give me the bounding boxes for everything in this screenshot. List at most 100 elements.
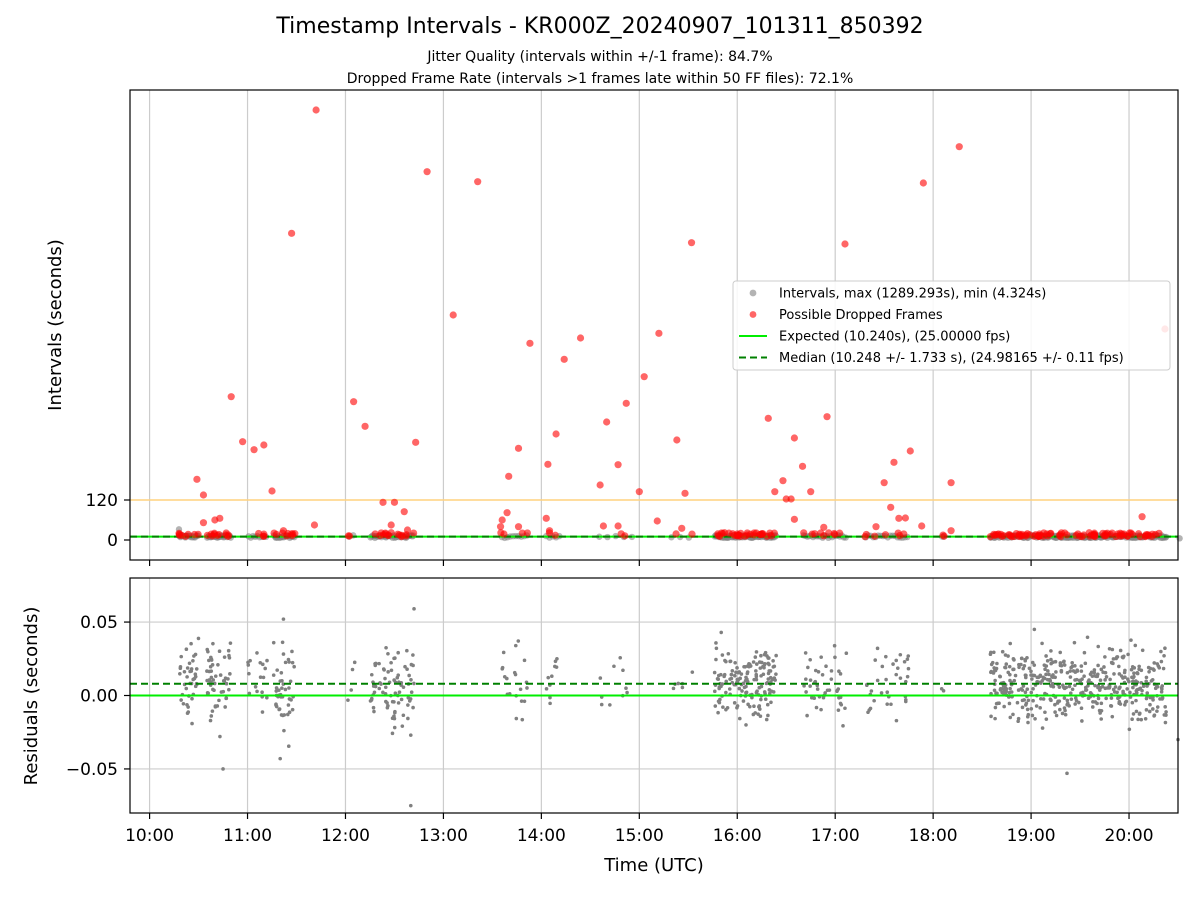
dropped-frame-point — [193, 475, 201, 483]
residual-point — [227, 687, 231, 692]
dropped-frame-point — [1046, 530, 1054, 538]
dropped-frame-point — [1138, 513, 1146, 521]
residual-point — [1088, 672, 1093, 676]
residual-point — [263, 666, 267, 671]
residual-point — [346, 698, 350, 702]
residual-point — [548, 695, 552, 700]
residual-point — [392, 656, 396, 661]
residuals-y-axis-label: Residuals (seconds) — [21, 607, 42, 786]
dropped-frame-point — [387, 529, 395, 537]
residual-point — [182, 669, 187, 674]
residual-point — [287, 710, 292, 715]
residual-point — [501, 650, 506, 655]
residual-point — [989, 714, 993, 719]
residual-point — [752, 704, 756, 709]
residual-point — [386, 651, 390, 656]
dropped-frame-point — [1141, 532, 1150, 540]
residuals-y-ticks: 0.05 0.00 −0.05 — [66, 613, 130, 780]
residual-point — [1022, 698, 1027, 702]
chart-title: Timestamp Intervals - KR000Z_20240907_10… — [276, 14, 924, 39]
residual-point — [998, 674, 1003, 679]
residual-point — [713, 704, 718, 708]
residual-point — [1067, 684, 1072, 689]
residual-point — [396, 650, 400, 655]
dropped-frame-point — [896, 531, 904, 540]
residual-point — [189, 641, 193, 646]
dropped-frame-point — [1155, 529, 1163, 537]
residual-point — [771, 665, 776, 669]
residual-point — [1083, 685, 1088, 690]
residual-point — [1110, 647, 1115, 652]
residual-point — [389, 660, 393, 665]
residual-point — [1139, 717, 1144, 722]
residual-point — [190, 721, 194, 726]
residual-point — [621, 668, 625, 673]
residual-point — [406, 703, 410, 707]
residual-point — [1130, 700, 1135, 705]
residual-point — [721, 705, 725, 709]
residual-point — [624, 686, 628, 691]
dropped-frame-point — [681, 489, 689, 497]
dropped-frame-point — [410, 529, 418, 537]
dropped-frame-point — [798, 462, 807, 470]
dropped-frame-point — [687, 239, 696, 247]
residual-point — [247, 671, 251, 676]
residual-point — [1030, 713, 1035, 718]
residual-point — [226, 677, 230, 681]
residual-point — [407, 673, 411, 678]
residual-point — [1141, 684, 1146, 689]
dropped-frame-point — [390, 498, 399, 506]
residual-point — [396, 673, 401, 677]
residual-point — [350, 667, 355, 672]
residual-point — [406, 716, 410, 721]
residual-point — [279, 670, 284, 675]
residual-point — [385, 705, 390, 710]
residual-point — [261, 675, 266, 680]
residual-point — [1049, 649, 1053, 653]
residual-point — [390, 731, 395, 736]
residual-point — [512, 670, 517, 675]
dropped-frame-point — [808, 530, 816, 538]
residual-point — [178, 671, 182, 676]
time-x-tick-label: 19:00 — [1007, 826, 1056, 846]
residual-point — [553, 664, 557, 669]
residual-point — [1008, 678, 1012, 683]
residual-point — [550, 674, 554, 678]
dropped-frame-point — [990, 530, 998, 538]
residual-point — [221, 767, 225, 771]
residual-point — [258, 675, 263, 680]
residual-point — [730, 668, 735, 673]
dropped-frame-point — [379, 498, 387, 506]
dropped-frame-point — [635, 488, 643, 496]
residual-point — [1017, 665, 1021, 670]
residual-point — [1051, 660, 1055, 664]
residual-point — [829, 669, 834, 673]
residual-point — [1093, 683, 1097, 688]
interval-point — [842, 534, 849, 541]
residual-point — [520, 717, 525, 722]
residual-point — [1053, 702, 1057, 707]
residual-point — [819, 655, 823, 659]
residual-point — [1082, 674, 1086, 678]
dropped-frame-point — [800, 529, 808, 537]
residual-point — [740, 689, 744, 693]
residual-point — [884, 654, 888, 659]
residual-point — [719, 672, 723, 677]
residual-point — [1026, 698, 1031, 703]
dropped-frame-point — [764, 414, 772, 422]
residual-point — [1053, 710, 1057, 714]
dropped-frame-point — [1102, 531, 1110, 539]
residual-point — [813, 679, 818, 684]
dropped-frame-point — [787, 495, 795, 503]
residual-point — [1155, 709, 1159, 713]
dropped-frame-point — [474, 178, 482, 186]
residual-point — [1124, 699, 1129, 704]
residual-point — [502, 675, 507, 679]
residual-point — [277, 707, 281, 712]
residual-point — [1123, 675, 1127, 679]
residual-point — [612, 664, 616, 669]
residual-point — [282, 728, 286, 733]
residual-point — [281, 652, 286, 656]
residual-point — [724, 690, 728, 695]
